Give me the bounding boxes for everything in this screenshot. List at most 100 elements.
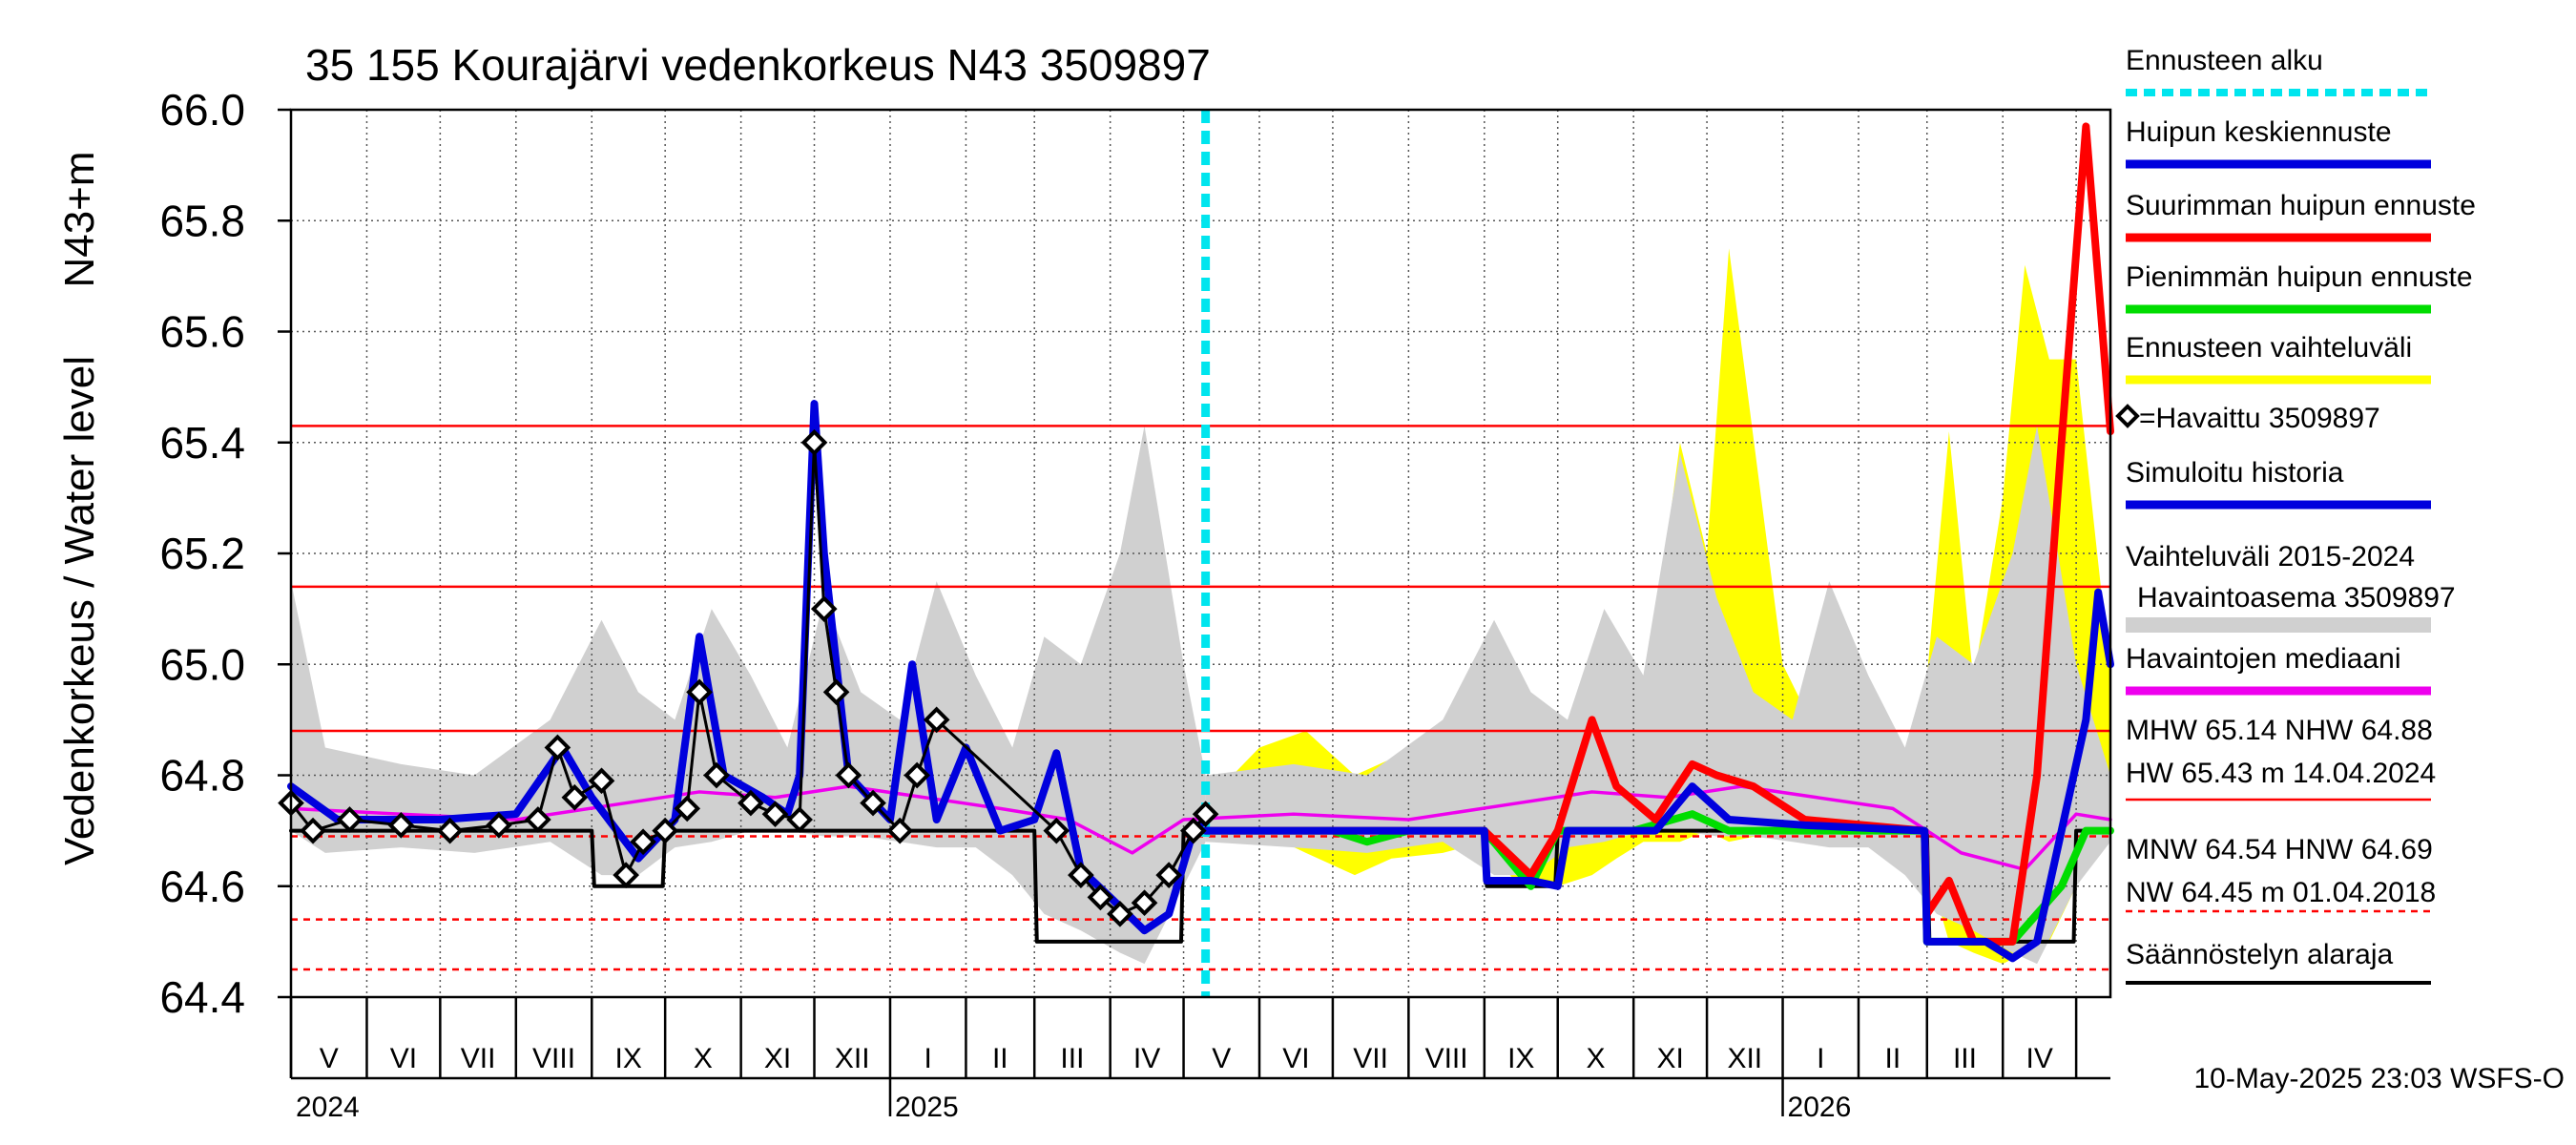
- observed-point: [761, 801, 789, 828]
- observed-point: [436, 817, 464, 844]
- legend-label: Ennusteen vaihteluväli: [2126, 332, 2412, 364]
- month-label: X: [694, 1043, 713, 1074]
- observed-point: [1043, 817, 1070, 844]
- month-label: I: [924, 1043, 932, 1074]
- series-lines: [287, 122, 2114, 963]
- reference-lines: [291, 110, 2110, 997]
- month-label: II: [992, 1043, 1008, 1074]
- month-label: III: [1953, 1043, 1977, 1074]
- observed-point: [630, 828, 656, 856]
- month-label: VI: [1282, 1043, 1309, 1074]
- y-tick-label: 65.8: [159, 196, 245, 245]
- observed-point: [652, 817, 678, 844]
- observed-point: [904, 761, 931, 789]
- y-tick-label: 64.8: [159, 751, 245, 801]
- y-tick-label: 66.0: [159, 85, 245, 135]
- observed-point: [1087, 884, 1114, 911]
- month-label: XI: [764, 1043, 791, 1074]
- chart-title: 35 155 Kourajärvi vedenkorkeus N43 35098…: [305, 40, 1211, 90]
- month-label: VIII: [532, 1043, 575, 1074]
- observed-point: [810, 595, 838, 622]
- y-tick-label: 64.4: [159, 972, 245, 1022]
- observed-point: [1107, 900, 1133, 927]
- month-label: II: [1885, 1043, 1901, 1074]
- observed-point: [300, 817, 326, 844]
- observed-point: [686, 678, 713, 706]
- month-label: IV: [1133, 1043, 1160, 1074]
- year-label: 2025: [895, 1092, 959, 1123]
- legend-label: Ennusteen alku: [2126, 45, 2323, 76]
- legend-label: Havaintoasema 3509897: [2137, 582, 2456, 614]
- legend-stats-text: NW 64.45 m 01.04.2018: [2126, 877, 2436, 908]
- grid-lines: [290, 109, 2110, 998]
- timestamp-footer: 10-May-2025 23:03 WSFS-O: [2194, 1063, 2566, 1094]
- observed-point: [703, 761, 730, 789]
- legend-stats-text: HW 65.43 m 14.04.2024: [2126, 758, 2436, 789]
- observed-point: [1068, 862, 1094, 888]
- series-havaintojen-mediaani: [289, 784, 2112, 872]
- month-label: X: [1586, 1043, 1605, 1074]
- observed-point: [835, 761, 862, 789]
- month-label: V: [320, 1043, 339, 1074]
- legend-observed-marker: [2115, 404, 2140, 428]
- observed-point: [923, 706, 950, 734]
- observed-point: [1131, 889, 1158, 917]
- month-label: VI: [390, 1043, 417, 1074]
- observed-point: [588, 767, 615, 795]
- month-label: VII: [1353, 1043, 1388, 1074]
- observed-point: [525, 806, 551, 833]
- band-vaihteluv-li-2015-2024-havaintoasema-3509897: [291, 426, 1206, 965]
- y-tick-label: 64.6: [159, 862, 245, 911]
- observed-point: [674, 795, 701, 822]
- series-huipun-keskiennuste: [1201, 588, 2114, 963]
- month-label: V: [1212, 1043, 1231, 1074]
- legend-label: =Havaittu 3509897: [2139, 403, 2380, 434]
- month-label: IX: [1507, 1043, 1534, 1074]
- observed-point: [561, 783, 589, 811]
- month-label: III: [1060, 1043, 1084, 1074]
- legend-stats-text: MHW 65.14 NHW 64.88: [2126, 715, 2433, 746]
- legend-label: Säännöstelyn alaraja: [2126, 939, 2394, 970]
- axes: 64.464.664.865.065.265.465.665.866.0V VI V…: [159, 85, 2112, 1123]
- legend-label: Pienimmän huipun ennuste: [2126, 261, 2473, 293]
- observed-point: [613, 862, 639, 888]
- month-label: IX: [615, 1043, 642, 1074]
- observed-point: [860, 789, 886, 817]
- observed-point: [800, 428, 828, 456]
- year-label: 2026: [1788, 1092, 1852, 1123]
- range-bands: [291, 248, 2110, 965]
- month-label: XI: [1656, 1043, 1683, 1074]
- month-label: I: [1817, 1043, 1824, 1074]
- y-tick-label: 65.0: [159, 639, 245, 689]
- legend-label: Havaintojen mediaani: [2126, 643, 2401, 675]
- legend-label: Simuloitu historia: [2126, 457, 2344, 489]
- month-label: VII: [461, 1043, 496, 1074]
- y-tick-label: 65.4: [159, 418, 245, 468]
- observed-point: [336, 806, 364, 833]
- observed-point: [387, 811, 415, 839]
- observed-point: [822, 678, 850, 706]
- observed-point: [544, 734, 571, 761]
- month-label: XII: [1727, 1043, 1762, 1074]
- observed-point: [886, 817, 914, 844]
- legend-label: Suurimman huipun ennuste: [2126, 190, 2476, 221]
- series-suurimman-huipun-ennuste: [1201, 122, 2114, 946]
- observed-point: [1192, 801, 1219, 828]
- month-label: IV: [2025, 1043, 2052, 1074]
- observed-point: [737, 789, 764, 817]
- observed-point: [486, 811, 512, 839]
- y-axis-unit-label: N43+m: [56, 151, 103, 287]
- legend-label: Vaihteluväli 2015-2024: [2126, 541, 2415, 572]
- band-vaihteluv-li-2015-2024-havaintoasema-3509897-forecast-period-: [1205, 426, 2110, 965]
- legend: Ennusteen alku Huipun keskiennuste Suurimm…: [2115, 45, 2476, 985]
- observed-point: [1155, 862, 1183, 888]
- y-axis-label: Vedenkorkeus / Water level: [56, 356, 103, 865]
- legend-stats-text: MNW 64.54 HNW 64.69: [2126, 834, 2433, 865]
- legend-label: Huipun keskiennuste: [2126, 116, 2392, 148]
- observed-point: [786, 806, 813, 833]
- y-tick-label: 65.6: [159, 307, 245, 357]
- month-label: VIII: [1425, 1043, 1468, 1074]
- year-label: 2024: [296, 1092, 360, 1123]
- series-simuloitu-historia: [287, 400, 1210, 935]
